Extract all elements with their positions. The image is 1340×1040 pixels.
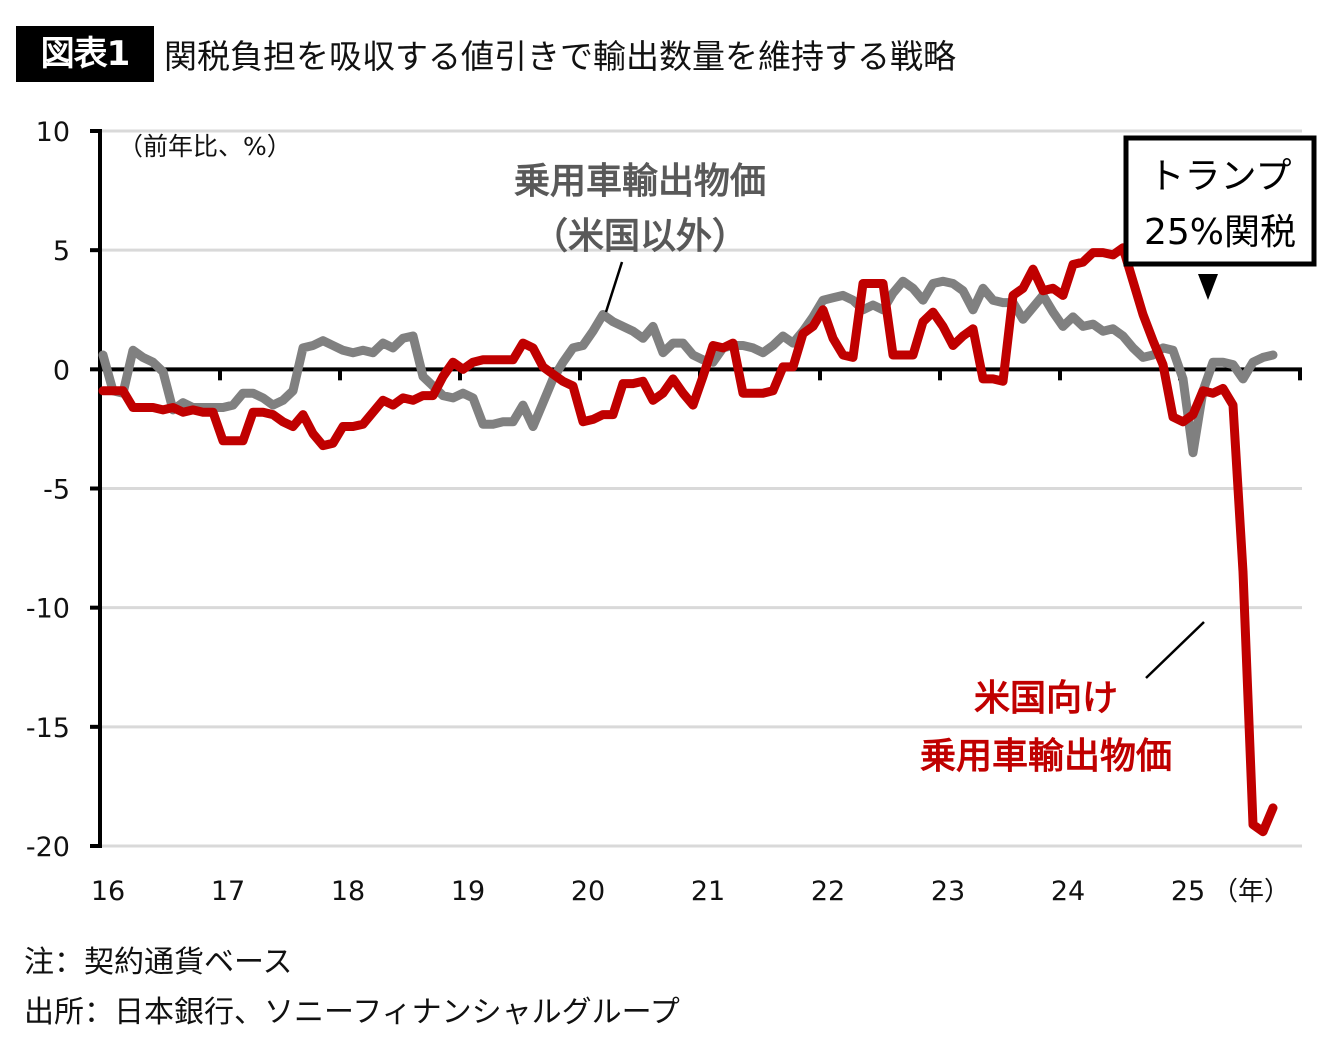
x-tick-label: 22 xyxy=(811,876,845,907)
x-tick-label: 17 xyxy=(211,876,245,907)
series-label-gray-line2: （米国以外） xyxy=(532,216,748,257)
note-text: 注：契約通貨ベース xyxy=(24,945,293,980)
chart-notes: 注：契約通貨ベース 出所：日本銀行、ソニーフィナンシャルグループ xyxy=(24,938,680,1038)
series-line-non-us xyxy=(98,276,1278,458)
gridlines xyxy=(100,129,1302,848)
line-chart: 10 5 0 -5 -10 -15 -20 16 17 18 19 20 21 22 23 24 25 （前年… xyxy=(26,117,1317,907)
source-text: 出所：日本銀行、ソニーフィナンシャルグループ xyxy=(24,995,680,1030)
series-label-red-line1: 米国向け xyxy=(974,678,1118,719)
y-tick-label: -20 xyxy=(26,832,70,863)
x-tick-label: 20 xyxy=(571,876,605,907)
callout-box xyxy=(1123,135,1317,267)
y-tick-label: -5 xyxy=(43,475,70,506)
leader-line-red xyxy=(1145,621,1205,679)
y-tick-labels: 10 5 0 -5 -10 -15 -20 xyxy=(26,117,70,863)
y-tick-label: 5 xyxy=(53,236,70,267)
figure-badge: 図表1 xyxy=(16,26,154,82)
y-tick-label: -10 xyxy=(26,594,70,625)
y-tick-label: 10 xyxy=(36,117,70,148)
x-axis-unit-label: （年） xyxy=(1212,877,1290,907)
unit-label: （前年比、%） xyxy=(118,132,292,161)
x-tick-label: 23 xyxy=(931,876,965,907)
series-line-us xyxy=(98,243,1278,837)
chart-title: 関税負担を吸収する値引きで輸出数量を維持する戦略 xyxy=(164,37,956,76)
leader-line-gray xyxy=(604,261,624,313)
x-tick-label: 19 xyxy=(451,876,485,907)
x-tick-label: 21 xyxy=(691,876,725,907)
y-tick-label: 0 xyxy=(53,355,70,386)
x-tick-label: 24 xyxy=(1051,876,1085,907)
down-triangle-icon xyxy=(1198,274,1218,300)
callout-line1: トランプ xyxy=(1149,156,1292,197)
x-tick-labels: 16 17 18 19 20 21 22 23 24 25 xyxy=(91,876,1205,907)
series-label-red-line2: 乗用車輸出物価 xyxy=(920,736,1172,777)
series-lines xyxy=(98,243,1278,837)
chart-header: 図表1 関税負担を吸収する値引きで輸出数量を維持する戦略 xyxy=(16,26,956,82)
x-tick-label: 18 xyxy=(331,876,365,907)
x-tick-label: 16 xyxy=(91,876,125,907)
callout-line2: 25%関税 xyxy=(1144,212,1296,253)
tariff-callout: トランプ 25%関税 xyxy=(1123,135,1317,300)
x-tick-label: 25 xyxy=(1171,876,1205,907)
series-label-gray-line1: 乗用車輸出物価 xyxy=(514,161,766,202)
y-tick-label: -15 xyxy=(26,713,70,744)
